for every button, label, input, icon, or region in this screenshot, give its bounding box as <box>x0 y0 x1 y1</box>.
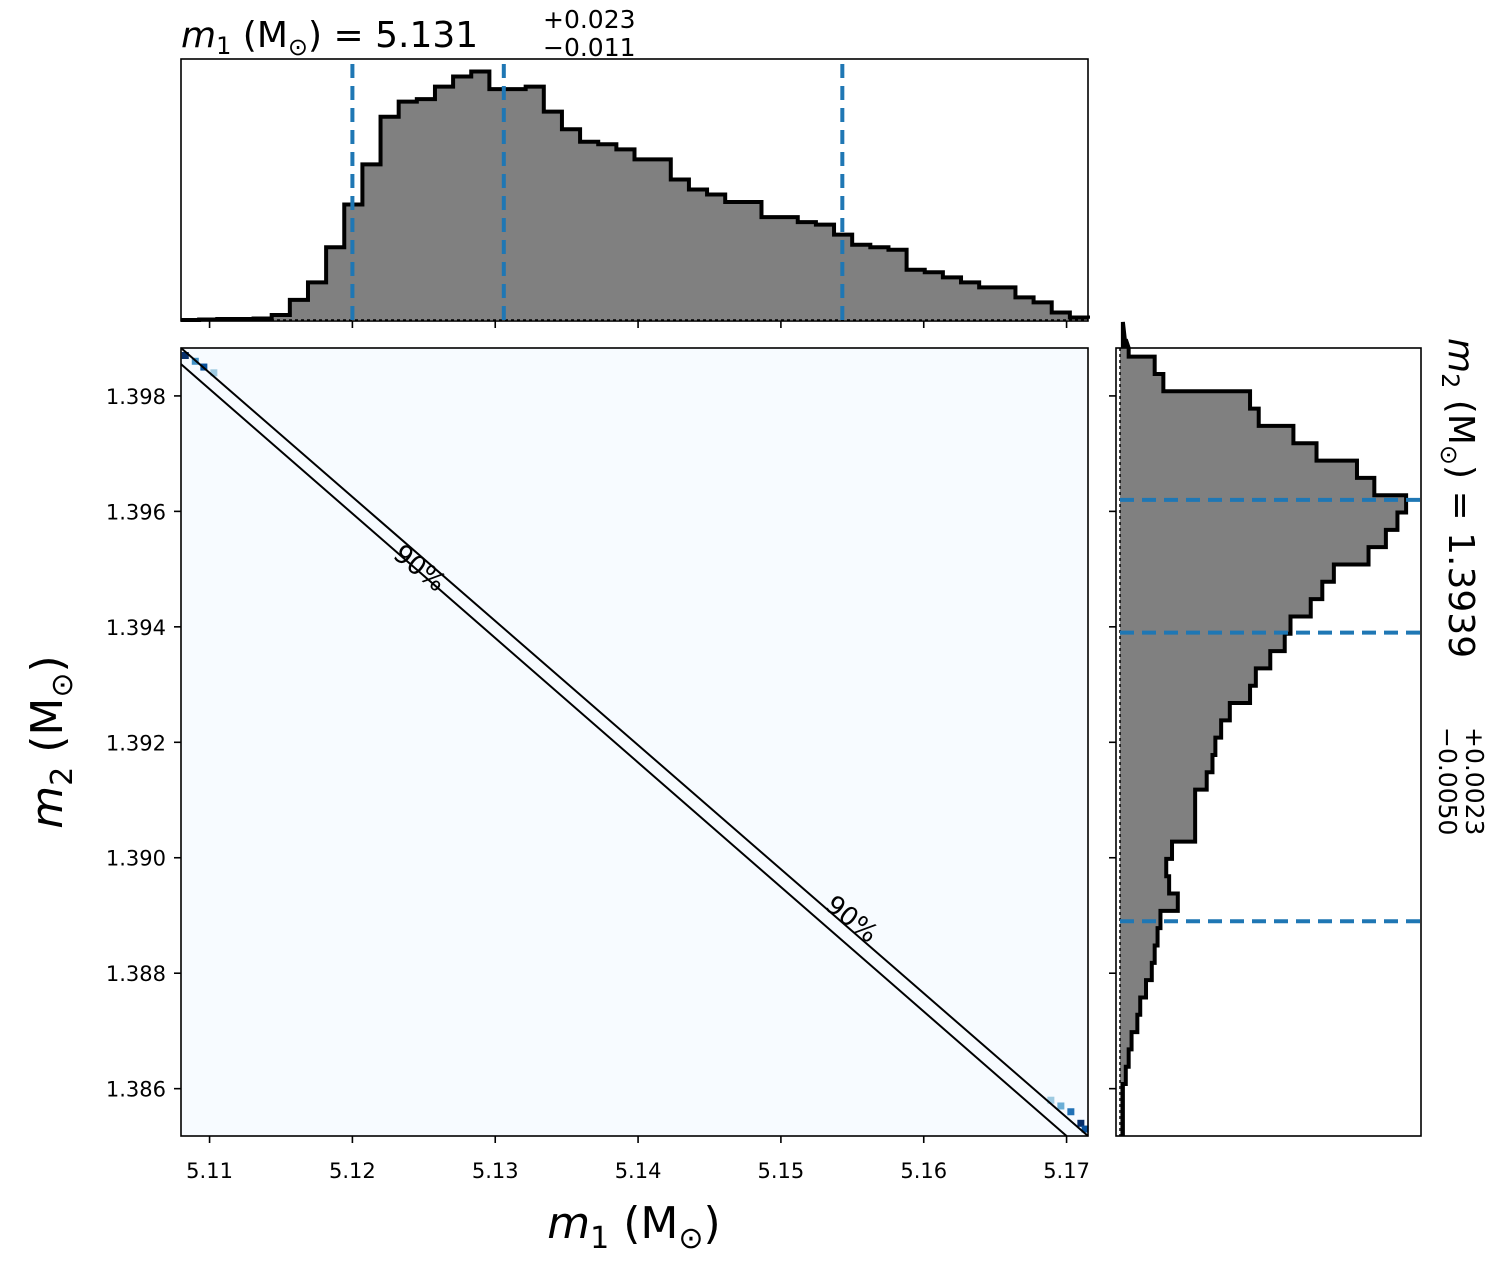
m2-hist-outline <box>1120 321 1409 1136</box>
y-axis-title: m2 (M⊙) <box>22 655 80 828</box>
m2-title-unit: (M <box>1440 388 1481 445</box>
joint-cell <box>210 369 218 377</box>
x-axis-title: m1 (M⊙) <box>547 1198 720 1256</box>
m2-title-value: ) = 1.3939 <box>1440 465 1481 658</box>
x-title-sun-symbol: ⊙ <box>678 1221 703 1256</box>
x-tick-label: 5.15 <box>758 1159 805 1183</box>
m2-title-main: m2 (M⊙) = 1.3939 <box>1435 338 1481 658</box>
m1-title-var: m <box>181 15 216 56</box>
y-tick-label: 1.398 <box>106 385 166 409</box>
y-tick-label: 1.390 <box>106 847 166 871</box>
joint-cell <box>1077 1119 1085 1127</box>
m2-title-sub: 2 <box>1436 373 1464 388</box>
x-tick-label: 5.17 <box>1043 1159 1090 1183</box>
y-title-unit: (M <box>22 698 73 767</box>
m2-marginal-title: m2 (M⊙) = 1.3939 +0.0023 −0.0050 <box>1433 338 1489 835</box>
m1-hist-outline <box>181 69 1090 322</box>
x-tick-label: 5.14 <box>615 1159 662 1183</box>
x-title-unit: (M <box>609 1198 678 1249</box>
x-tick-label: 5.13 <box>472 1159 519 1183</box>
y-tick-label: 1.388 <box>106 962 166 986</box>
contour-line-lower <box>180 363 1068 1137</box>
m2-hist-fill <box>1120 322 1407 1136</box>
m2-quantile-lines <box>1120 497 1421 924</box>
m1-hist-ticks <box>208 321 1068 328</box>
m2-title-var: m <box>1440 338 1481 373</box>
m1-marginal-panel: m1 (M⊙) = 5.131 +0.023 −0.011 <box>180 5 1090 328</box>
y-title-var: m <box>22 786 73 829</box>
m1-hist-border <box>180 58 1089 322</box>
joint-yticks: 1.386 1.388 1.390 1.392 1.394 1.396 1.398 <box>106 385 181 1102</box>
joint-contours <box>180 347 1089 1137</box>
x-title-var: m <box>547 1198 590 1249</box>
x-tick-label: 5.16 <box>900 1159 947 1183</box>
joint-xticks: 5.11 5.12 5.13 5.14 5.15 5.16 5.17 <box>186 1136 1090 1183</box>
y-title-sub: 2 <box>45 767 80 786</box>
joint-cell <box>1081 1125 1089 1133</box>
m1-title-minus: −0.011 <box>543 33 636 62</box>
m1-title-plus: +0.023 <box>543 5 636 34</box>
x-tick-label: 5.11 <box>186 1159 233 1183</box>
m2-title-plus: +0.0023 <box>1460 727 1489 835</box>
m2-title-minus: −0.0050 <box>1433 727 1462 835</box>
m2-title-sun-symbol: ⊙ <box>1435 445 1463 465</box>
x-tick-label: 5.12 <box>329 1159 376 1183</box>
y-tick-label: 1.394 <box>106 616 166 640</box>
joint-cell <box>181 352 189 360</box>
y-tick-label: 1.392 <box>106 731 166 755</box>
x-title-close: ) <box>704 1198 721 1249</box>
joint-cell <box>1067 1108 1075 1116</box>
m1-title-sun-symbol: ⊙ <box>288 33 308 61</box>
m1-title-sub: 1 <box>216 32 231 60</box>
m1-title-unit: (M <box>231 15 288 56</box>
m1-marginal-title: m1 (M⊙) = 5.131 <box>181 15 478 61</box>
joint-cell <box>1047 1096 1055 1104</box>
m1-title-value: ) = 5.131 <box>308 15 478 56</box>
y-title-sun-symbol: ⊙ <box>45 672 80 697</box>
y-tick-label: 1.386 <box>106 1078 166 1102</box>
joint-panel: 5.11 5.12 5.13 5.14 5.15 5.16 5.17 1.3861.3881… <box>22 347 1090 1256</box>
y-tick-label: 1.396 <box>106 500 166 524</box>
contour-line-upper <box>180 347 1089 1137</box>
m1-hist-fill <box>181 71 1088 320</box>
m2-hist-ticks <box>1109 395 1116 1090</box>
x-title-sub: 1 <box>590 1221 609 1256</box>
y-title-close: ) <box>22 655 73 672</box>
m2-marginal-panel: m2 (M⊙) = 1.3939 +0.0023 −0.0050 <box>1109 321 1489 1137</box>
joint-cell <box>1057 1102 1065 1110</box>
